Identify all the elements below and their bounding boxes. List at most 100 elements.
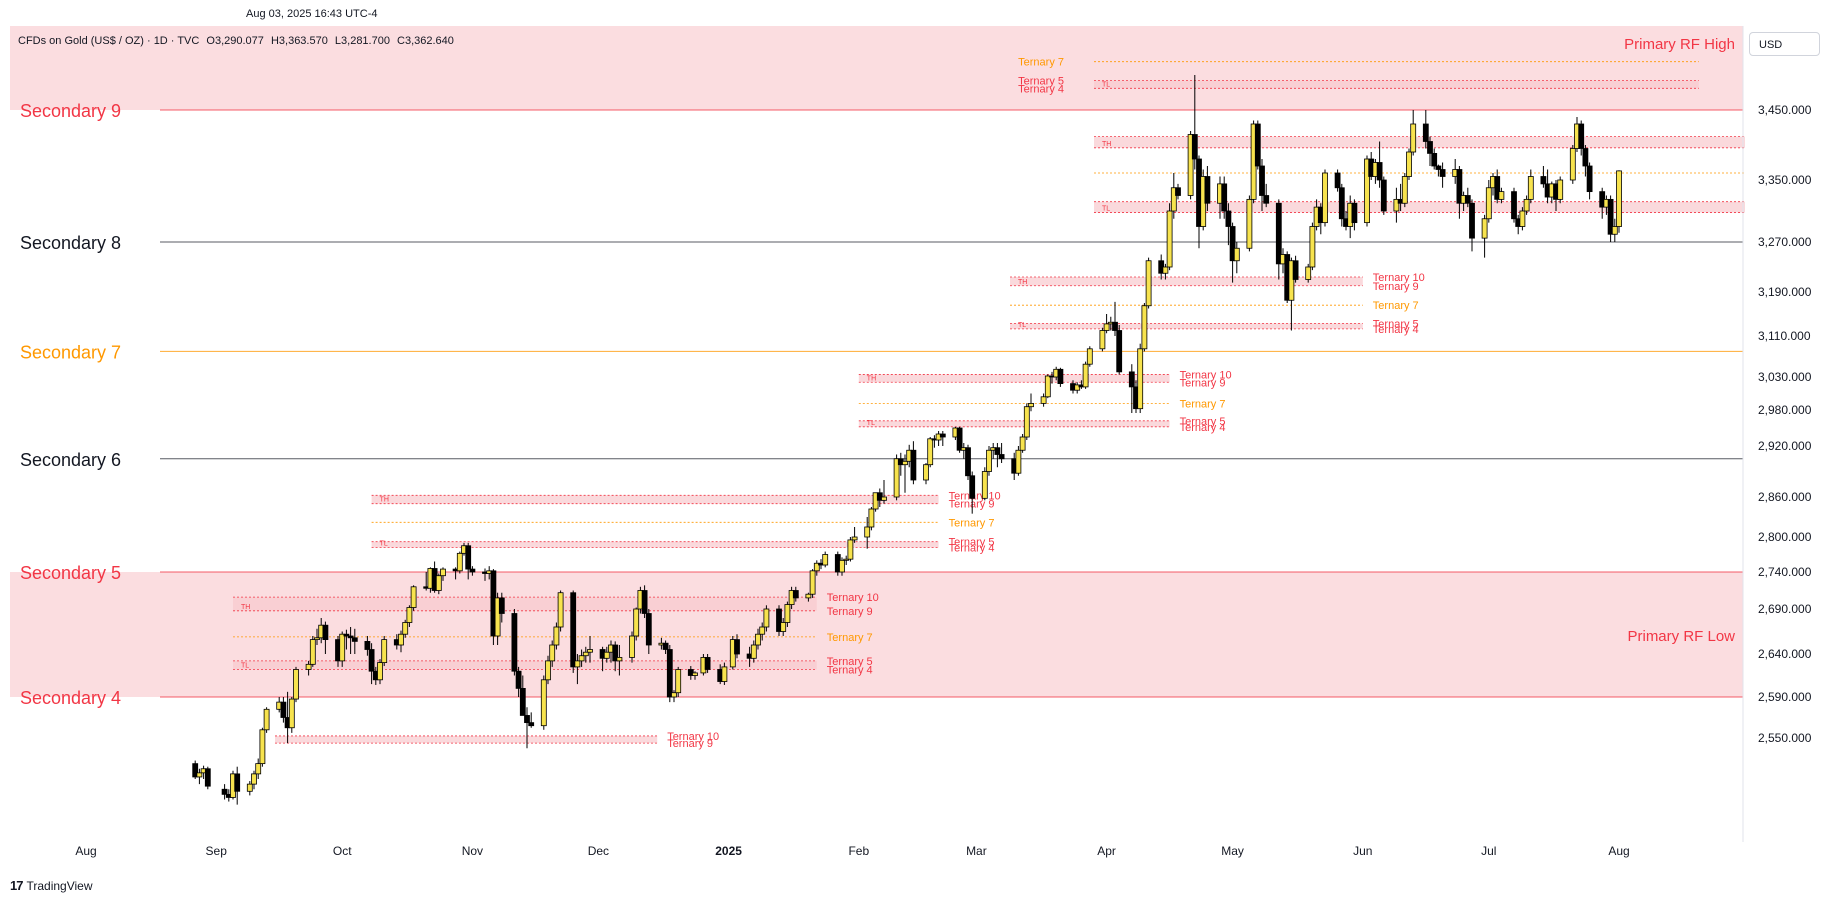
candle-body <box>864 526 871 538</box>
candle-body <box>305 663 312 670</box>
candle-body <box>1309 226 1316 268</box>
candle-body <box>1175 187 1181 196</box>
candle-body <box>1334 172 1341 189</box>
candle-body <box>1292 260 1299 280</box>
price-tick-label: 2,590.000 <box>1758 690 1812 704</box>
ternary-label: Ternary 4 <box>949 543 995 555</box>
candle-body <box>511 613 518 672</box>
candle-body <box>1464 195 1471 204</box>
ternary-label: Ternary 9 <box>827 606 873 618</box>
time-tick-label: Jun <box>1353 844 1372 858</box>
candle-body <box>398 633 404 646</box>
candle-body <box>1607 198 1614 235</box>
candle-body <box>288 698 295 729</box>
candle-body <box>515 670 522 689</box>
candle-body <box>939 433 946 438</box>
candle-body <box>204 768 211 787</box>
currency-selector[interactable]: USD <box>1749 32 1820 56</box>
price-tick-label: 2,920.000 <box>1758 439 1812 453</box>
candle-body <box>1221 183 1228 212</box>
candle-body <box>1456 169 1463 204</box>
candle-body <box>1527 176 1534 200</box>
ternary-label: Ternary 10 <box>1180 369 1232 381</box>
candle-body <box>872 492 879 510</box>
candle-body <box>469 568 476 573</box>
candle-body <box>1401 176 1408 204</box>
candle-body <box>1578 123 1585 149</box>
ternary-label: Ternary 9 <box>667 738 713 750</box>
price-tick-label: 3,450.000 <box>1758 103 1812 117</box>
candle-body <box>687 669 694 676</box>
time-tick-label: Jul <box>1481 844 1496 858</box>
candle-body <box>881 496 887 501</box>
candle-body <box>570 592 577 668</box>
ternary-band-tag: TL <box>867 420 875 427</box>
candle-body <box>246 783 253 792</box>
candle-body <box>876 492 883 501</box>
time-tick-label: Sep <box>206 844 228 858</box>
ternary-label: Ternary 7 <box>1018 57 1064 69</box>
time-tick-label: Aug <box>75 844 96 858</box>
candle-body <box>343 633 350 637</box>
candle-body <box>1569 148 1576 181</box>
candle-body <box>1082 363 1089 388</box>
candle-body <box>524 715 530 724</box>
candle-body <box>847 539 854 560</box>
candle-body <box>540 679 547 727</box>
candle-body <box>1485 187 1492 220</box>
zone-band <box>10 26 1743 110</box>
candle-body <box>902 460 908 466</box>
ternary-band-tag: TH <box>380 497 389 504</box>
candle-body <box>1557 179 1564 200</box>
current-timestamp: Aug 03, 2025 16:43 UTC-4 <box>246 8 378 20</box>
candle-body <box>1263 195 1270 204</box>
zone-band <box>10 572 1743 697</box>
candle-body <box>923 464 929 481</box>
candle-body <box>633 608 640 637</box>
candle-body <box>780 622 787 632</box>
candle-body <box>998 454 1005 460</box>
candle-body <box>1305 266 1312 280</box>
candle-body <box>776 608 782 632</box>
candle-body <box>1137 348 1144 410</box>
candle-body <box>553 626 560 646</box>
candle-body <box>1616 170 1622 227</box>
tradingview-logo[interactable]: 17 TradingView <box>10 878 93 893</box>
candle-body <box>750 644 757 659</box>
candle-body <box>666 649 673 698</box>
ternary-label: Ternary 10 <box>1373 272 1425 284</box>
candle-body <box>221 788 228 795</box>
candle-body <box>549 644 556 662</box>
time-tick-label: Nov <box>462 844 483 858</box>
candle-body <box>465 545 472 570</box>
candle-body <box>528 722 535 727</box>
price-tick-label: 3,350.000 <box>1758 173 1812 187</box>
candle-body <box>1187 134 1194 196</box>
candle-body <box>645 613 652 646</box>
candle-body <box>629 635 635 658</box>
symbol-title[interactable]: CFDs on Gold (US$ / OZ) · 1D · TVC <box>18 35 200 47</box>
open-value: O3,290.077 <box>206 35 264 47</box>
candle-body <box>251 773 257 785</box>
candle-body <box>1431 152 1438 167</box>
candle-body <box>1469 202 1475 239</box>
candle-body <box>351 637 358 642</box>
candle-body <box>692 672 698 676</box>
price-tick-label: 2,860.000 <box>1758 490 1812 504</box>
legend-ohlc[interactable]: CFDs on Gold (US$ / OZ) · 1D · TVC O3,29… <box>18 35 458 47</box>
candle-body <box>1103 323 1110 331</box>
price-tick-label: 2,800.000 <box>1758 530 1812 544</box>
candle-body <box>309 639 316 665</box>
candle-body <box>1099 330 1106 350</box>
time-tick-label: Feb <box>848 844 869 858</box>
candle-body <box>981 471 988 499</box>
price-tick-label: 2,740.000 <box>1758 565 1812 579</box>
candle-body <box>1498 191 1505 200</box>
ternary-band-tag: TL <box>1102 81 1110 88</box>
ternary-label: Ternary 7 <box>1373 300 1419 312</box>
candle-body <box>805 593 812 599</box>
candle-body <box>259 729 266 765</box>
ternary-band-tag: TL <box>380 541 388 548</box>
price-tick-label: 2,550.000 <box>1758 731 1812 745</box>
